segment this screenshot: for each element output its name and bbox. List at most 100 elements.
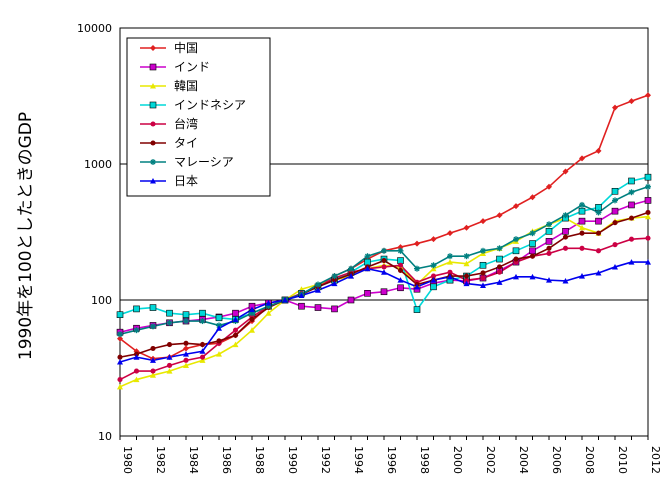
data-point <box>166 319 173 326</box>
x-tick-label: 1980 <box>121 446 134 474</box>
data-point <box>331 305 338 313</box>
data-point <box>150 140 156 146</box>
series-markers-group <box>117 209 651 360</box>
data-point <box>430 283 437 291</box>
data-point <box>133 368 140 374</box>
series-markers-group <box>117 259 651 365</box>
data-point <box>315 281 321 288</box>
y-tick-label: 10000 <box>77 22 112 35</box>
data-point <box>579 245 585 251</box>
data-point <box>348 265 354 272</box>
data-point <box>117 331 123 338</box>
data-point <box>463 260 470 267</box>
data-point <box>150 372 156 378</box>
data-point <box>611 207 619 215</box>
data-point <box>166 342 173 348</box>
data-point <box>282 297 288 303</box>
data-point <box>628 201 635 209</box>
data-point <box>117 354 123 360</box>
data-point <box>249 306 255 313</box>
data-point <box>447 273 453 280</box>
data-point <box>479 261 487 269</box>
data-point <box>298 292 305 299</box>
data-point <box>149 63 157 71</box>
data-point <box>150 178 156 184</box>
data-point <box>117 359 123 365</box>
data-point <box>513 256 519 262</box>
data-point <box>149 304 157 311</box>
data-point <box>116 311 124 318</box>
x-tick-label: 2004 <box>517 446 530 474</box>
x-tick-label: 1992 <box>319 446 332 474</box>
legend-label: タイ <box>174 136 198 150</box>
data-point <box>529 230 536 237</box>
legend-item: インドネシア <box>140 98 246 112</box>
data-point <box>628 189 635 196</box>
data-point <box>397 277 404 283</box>
data-point <box>644 197 652 204</box>
data-point <box>133 305 140 313</box>
data-point <box>562 227 569 235</box>
data-point <box>232 316 239 322</box>
data-point <box>529 240 536 247</box>
data-point <box>150 345 156 352</box>
data-point <box>182 311 190 318</box>
data-point <box>595 230 602 236</box>
data-point <box>595 204 602 211</box>
x-tick-label: 1988 <box>253 446 266 474</box>
data-point <box>463 224 470 231</box>
data-point <box>265 310 272 316</box>
data-point <box>562 168 569 175</box>
data-point <box>117 383 123 390</box>
data-point <box>364 265 371 272</box>
data-point <box>249 327 255 333</box>
data-point <box>529 247 536 255</box>
data-point <box>331 277 338 283</box>
data-point <box>381 264 387 270</box>
data-point <box>430 262 437 269</box>
data-point <box>150 121 156 127</box>
y-tick-labels: 10 100 1000 10000 <box>77 22 112 443</box>
data-point <box>496 255 503 263</box>
legend-label: インド <box>174 60 210 74</box>
data-point <box>496 245 503 252</box>
data-point <box>150 45 156 51</box>
data-point <box>430 273 437 279</box>
data-point <box>546 183 552 190</box>
data-point <box>166 362 173 369</box>
data-point <box>480 270 486 276</box>
x-tick-label: 2008 <box>583 446 596 474</box>
data-point <box>150 159 156 165</box>
data-point <box>364 253 371 260</box>
data-point <box>447 230 453 237</box>
data-point <box>397 267 404 273</box>
data-point <box>133 376 140 383</box>
data-point <box>249 316 255 322</box>
data-point <box>314 304 322 311</box>
data-point <box>166 368 173 374</box>
data-point <box>183 318 189 325</box>
data-point <box>183 340 189 346</box>
data-point <box>611 187 619 195</box>
legend-item: マレーシア <box>140 155 234 169</box>
data-point <box>150 357 156 363</box>
data-point <box>216 338 222 344</box>
data-point <box>512 247 520 255</box>
legend-label: 台湾 <box>174 116 198 131</box>
data-point <box>381 247 387 254</box>
data-point <box>133 327 140 334</box>
data-point <box>496 264 503 270</box>
data-point <box>199 357 206 363</box>
data-point <box>463 280 470 287</box>
x-tick-label: 1998 <box>418 446 431 474</box>
data-point <box>480 282 486 288</box>
legend-item: 中国 <box>140 40 198 55</box>
data-point <box>381 269 387 275</box>
data-point <box>496 269 503 275</box>
series-line <box>119 261 648 363</box>
data-point <box>579 224 585 231</box>
data-point <box>579 273 585 279</box>
data-point <box>397 247 404 254</box>
data-point <box>414 240 420 247</box>
